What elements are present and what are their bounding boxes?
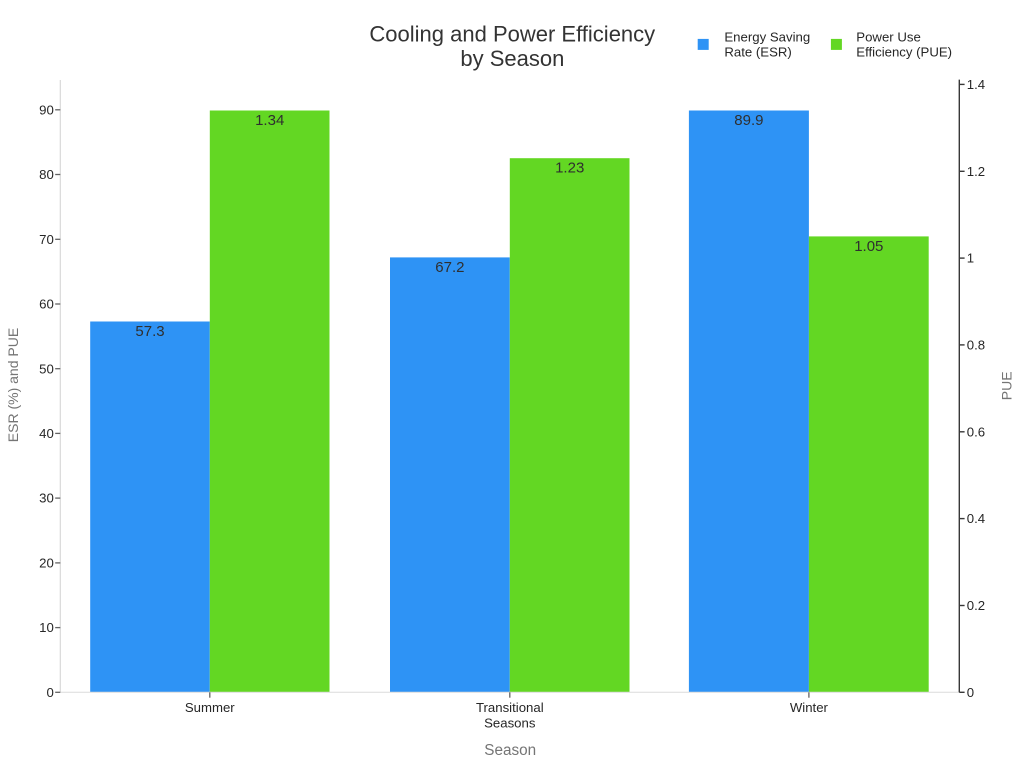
svg-text:1.4: 1.4 [967, 77, 985, 92]
svg-text:1.05: 1.05 [854, 238, 883, 255]
svg-text:40: 40 [39, 426, 54, 441]
svg-text:Summer: Summer [185, 700, 235, 715]
svg-text:1.23: 1.23 [555, 160, 584, 177]
svg-text:Rate (ESR): Rate (ESR) [724, 44, 791, 59]
svg-text:Transitional: Transitional [476, 700, 544, 715]
svg-text:0: 0 [46, 685, 53, 700]
svg-text:0.4: 0.4 [967, 511, 985, 526]
svg-text:Cooling and Power Efficiency: Cooling and Power Efficiency [369, 22, 655, 47]
svg-text:Winter: Winter [790, 700, 829, 715]
svg-text:60: 60 [39, 297, 54, 312]
svg-text:70: 70 [39, 232, 54, 247]
svg-text:0.6: 0.6 [967, 424, 985, 439]
svg-text:20: 20 [39, 556, 54, 571]
svg-text:1.34: 1.34 [255, 112, 284, 129]
svg-text:50: 50 [39, 361, 54, 376]
svg-text:10: 10 [39, 620, 54, 635]
svg-text:0: 0 [967, 685, 974, 700]
svg-text:89.9: 89.9 [734, 112, 763, 129]
svg-text:Efficiency (PUE): Efficiency (PUE) [856, 44, 952, 59]
svg-text:90: 90 [39, 102, 54, 117]
svg-text:Energy Saving: Energy Saving [724, 30, 810, 45]
svg-text:1.2: 1.2 [967, 164, 985, 179]
svg-text:30: 30 [39, 491, 54, 506]
svg-text:PUE: PUE [999, 371, 1015, 400]
svg-text:0.8: 0.8 [967, 338, 985, 353]
svg-text:by Season: by Season [460, 46, 564, 71]
svg-text:Power Use: Power Use [856, 30, 921, 45]
svg-text:0.2: 0.2 [967, 598, 985, 613]
svg-text:67.2: 67.2 [435, 259, 464, 276]
svg-text:57.3: 57.3 [135, 323, 164, 340]
svg-text:Seasons: Seasons [484, 715, 536, 730]
svg-text:1: 1 [967, 251, 974, 266]
svg-text:ESR (%) and PUE: ESR (%) and PUE [5, 328, 21, 442]
svg-text:Season: Season [484, 742, 536, 759]
svg-text:80: 80 [39, 167, 54, 182]
